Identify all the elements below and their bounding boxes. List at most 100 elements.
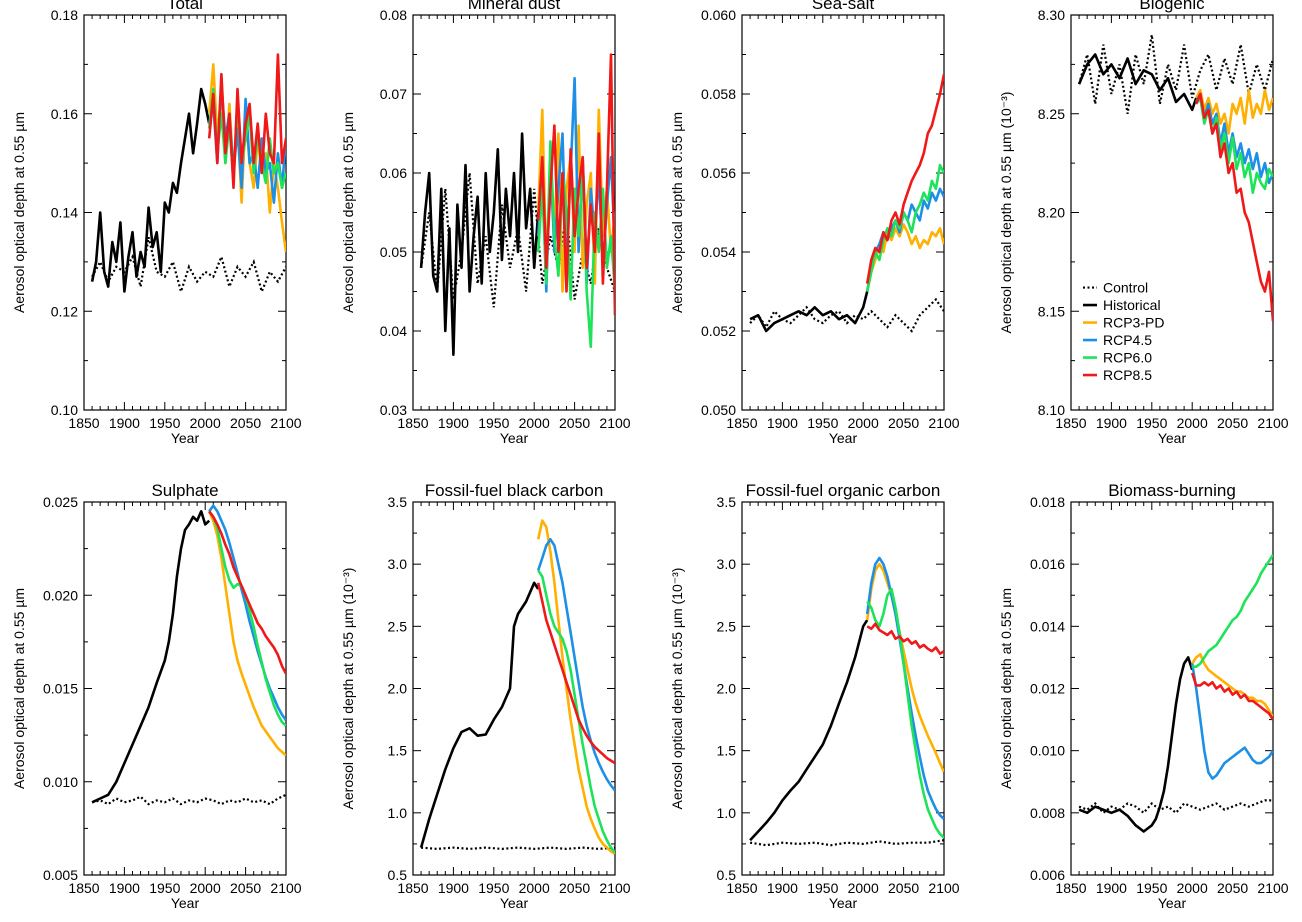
- chart-7-xtick-label: 2100: [928, 880, 959, 896]
- chart-5-xtick-label: 1850: [68, 880, 99, 896]
- chart-4-legend-label-rcp4-5: RCP4.5: [1103, 332, 1152, 348]
- chart-3-series-rcp6-0: [865, 163, 944, 292]
- chart-6-series-control: [421, 846, 615, 851]
- chart-6-xtick-label: 1850: [397, 880, 428, 896]
- chart-8-ytick-label: 0.014: [1030, 618, 1065, 634]
- chart-2-xtick-label: 1850: [397, 415, 428, 431]
- chart-8-series-rcp4-5: [1190, 663, 1273, 780]
- chart-7-plot-frame: [741, 501, 945, 876]
- chart-3-xtick-label: 2050: [888, 415, 919, 431]
- chart-4-ytick-label: 8.20: [1038, 205, 1065, 221]
- chart-8-title: Biomass-burning: [1108, 481, 1236, 500]
- chart-3-series-rcp4-5: [865, 187, 944, 292]
- chart-5-ytick-label: 0.005: [43, 867, 78, 883]
- chart-2-ytick-label: 0.07: [380, 86, 407, 102]
- chart-7-ytick-label: 2.0: [717, 681, 737, 697]
- chart-7-ylabel: Aerosol optical depth at 0.55 µm (10⁻³): [669, 568, 685, 810]
- chart-2-ytick-label: 0.05: [380, 244, 407, 260]
- chart-4-legend-label-rcp6-0: RCP6.0: [1103, 350, 1152, 366]
- chart-8-series-rcp8-5: [1190, 672, 1273, 721]
- chart-8-xtick-label: 2000: [1177, 880, 1208, 896]
- chart-2-xtick-label: 2000: [519, 415, 550, 431]
- chart-8-ytick-label: 0.006: [1030, 867, 1065, 883]
- chart-8-series-rcp6-0: [1192, 554, 1273, 669]
- chart-1-plot-frame: [83, 14, 287, 411]
- chart-5-xtick-label: 2000: [190, 880, 221, 896]
- chart-1-series-historical: [90, 87, 211, 293]
- chart-8-ylabel: Aerosol optical depth at 0.55 µm: [998, 588, 1014, 789]
- chart-5-title: Sulphate: [151, 481, 218, 500]
- chart-7-ytick-label: 0.5: [717, 867, 737, 883]
- chart-4-ytick-label: 8.10: [1038, 402, 1065, 418]
- chart-8-series-historical: [1078, 656, 1194, 833]
- chart-3-ytick-label: 0.060: [701, 7, 736, 23]
- chart-4-legend-label-historical: Historical: [1103, 297, 1161, 313]
- chart-5-ytick-label: 0.015: [43, 681, 78, 697]
- chart-1: Total 1850 1900 1950 2000 2050 2100 Year 0.10 0.1…: [11, 0, 302, 446]
- chart-2-xtick-label: 2050: [559, 415, 590, 431]
- chart-1-ytick-label: 0.18: [51, 7, 78, 23]
- chart-1-ytick-label: 0.16: [51, 106, 78, 122]
- chart-3-xtick-label: 1900: [767, 415, 798, 431]
- chart-2-ytick-label: 0.08: [380, 7, 407, 23]
- chart-8-xtick-label: 1900: [1096, 880, 1127, 896]
- chart-3-ytick-label: 0.050: [701, 402, 736, 418]
- chart-5-ylabel: Aerosol optical depth at 0.55 µm: [11, 588, 27, 789]
- chart-4-series-rcp3-pd: [1195, 88, 1273, 135]
- chart-4-ytick-label: 8.25: [1038, 106, 1065, 122]
- chart-4-ytick-label: 8.15: [1038, 303, 1065, 319]
- chart-1-xtick-label: 1900: [109, 415, 140, 431]
- chart-1-xtick-label: 2100: [270, 415, 301, 431]
- chart-8-xtick-label: 1850: [1055, 880, 1086, 896]
- chart-7-xtick-label: 2050: [888, 880, 919, 896]
- chart-5-xtick-label: 2050: [230, 880, 261, 896]
- chart-1-ytick-label: 0.14: [51, 205, 78, 221]
- chart-3-plot-frame: [741, 14, 945, 411]
- chart-4-legend-label-rcp8-5: RCP8.5: [1103, 367, 1152, 383]
- chart-3-ylabel: Aerosol optical depth at 0.55 µm: [669, 112, 685, 313]
- chart-8-xlabel: Year: [1158, 895, 1187, 911]
- chart-2-xtick-label: 1950: [478, 415, 509, 431]
- chart-6-ytick-label: 2.0: [388, 681, 408, 697]
- chart-4-ylabel: Aerosol optical depth at 0.55 µm (10⁻³): [998, 92, 1014, 334]
- chart-8-xtick-label: 2100: [1257, 880, 1288, 896]
- chart-1-title: Total: [167, 0, 203, 13]
- chart-2-series-historical: [419, 132, 540, 357]
- chart-4-series-control: [1078, 34, 1273, 114]
- chart-5-series-control: [91, 793, 286, 806]
- chart-3-series-group: [749, 73, 944, 333]
- chart-8-xtick-label: 1950: [1136, 880, 1167, 896]
- chart-8-plot-frame: [1070, 501, 1274, 876]
- chart-7-series-historical: [749, 619, 869, 842]
- chart-1-ytick-label: 0.12: [51, 303, 78, 319]
- chart-7-ytick-label: 1.5: [717, 743, 737, 759]
- chart-6-xlabel: Year: [500, 895, 529, 911]
- chart-4-xtick-label: 2050: [1217, 415, 1248, 431]
- chart-6-ytick-label: 1.0: [388, 805, 408, 821]
- chart-5-series-historical: [91, 509, 211, 804]
- chart-7-series-control: [749, 839, 944, 847]
- chart-7-ytick-label: 2.5: [717, 618, 737, 634]
- chart-3-title: Sea-salt: [812, 0, 875, 13]
- chart-2-series-rcp8-5: [536, 53, 615, 316]
- chart-3-xtick-label: 1950: [807, 415, 838, 431]
- chart-4-series-rcp8-5: [1194, 92, 1273, 322]
- chart-7-series-group: [749, 556, 944, 847]
- chart-7-ytick-label: 3.5: [717, 494, 737, 510]
- chart-6-title: Fossil-fuel black carbon: [425, 481, 604, 500]
- chart-5-ytick-label: 0.020: [43, 587, 78, 603]
- chart-1-xtick-label: 1850: [68, 415, 99, 431]
- chart-8-ytick-label: 0.008: [1030, 805, 1065, 821]
- chart-8-ytick-label: 0.018: [1030, 494, 1065, 510]
- chart-3: Sea-salt 1850 1900 1950 2000 2050 2100 Year 0.05…: [669, 0, 960, 446]
- chart-1-ylabel: Aerosol optical depth at 0.55 µm: [11, 112, 27, 313]
- chart-3-ytick-label: 0.056: [701, 165, 736, 181]
- chart-8-ytick-label: 0.010: [1030, 743, 1065, 759]
- chart-4-legend-label-rcp3-pd: RCP3-PD: [1103, 315, 1164, 331]
- chart-7-xtick-label: 2000: [848, 880, 879, 896]
- chart-1-series-group: [90, 53, 286, 296]
- chart-2-xtick-label: 2100: [599, 415, 630, 431]
- chart-1-xtick-label: 1950: [149, 415, 180, 431]
- chart-3-ytick-label: 0.058: [701, 86, 736, 102]
